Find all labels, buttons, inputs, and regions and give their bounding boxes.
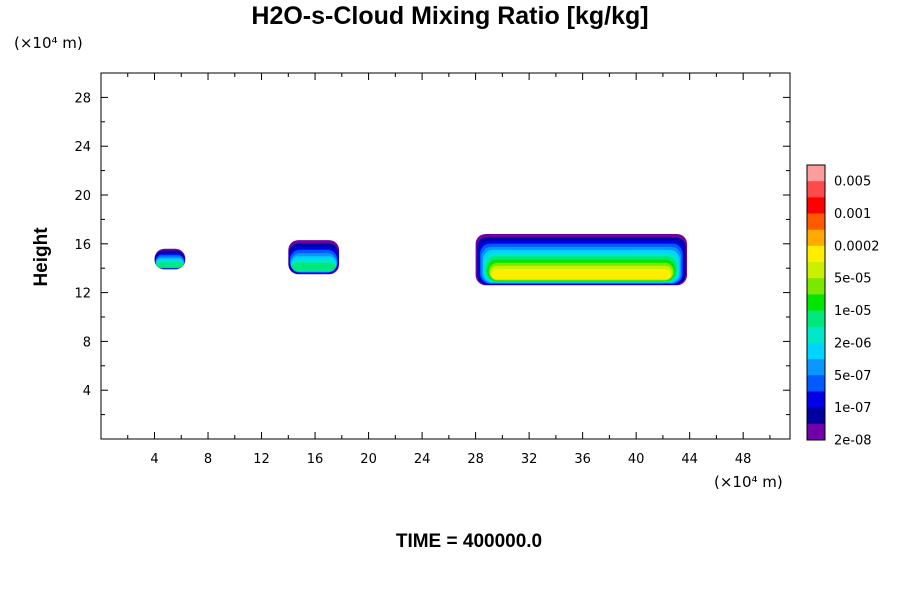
colorbar-swatch — [807, 423, 825, 441]
y-tick-label: 20 — [74, 189, 91, 204]
y-tick-label: 28 — [74, 91, 91, 106]
colorbar-label: 5e-05 — [834, 272, 872, 287]
colorbar-frame — [806, 164, 826, 441]
colorbar-label: 0.001 — [834, 207, 871, 222]
time-label: TIME = 400000.0 — [395, 531, 543, 552]
colorbar-swatch — [807, 229, 825, 247]
x-tick-label: 40 — [628, 452, 645, 467]
colorbar-swatch — [807, 375, 825, 392]
colorbar-swatch — [807, 213, 825, 231]
x-axis-unit: (×10⁴ m) — [714, 473, 783, 491]
cloud-region — [288, 240, 340, 275]
colorbar-swatch — [807, 181, 825, 198]
colorbar-label: 1e-05 — [834, 304, 872, 319]
y-tick-label: 8 — [83, 335, 91, 350]
colorbar-swatch — [807, 310, 825, 328]
x-tick-label: 32 — [521, 452, 538, 467]
colorbar-swatch — [807, 165, 825, 182]
colorbar-label: 2e-06 — [834, 336, 872, 351]
colorbar-swatch — [807, 245, 825, 263]
colorbar-swatch — [807, 262, 825, 279]
y-tick-label: 16 — [74, 238, 91, 253]
colorbar-swatch — [807, 326, 825, 344]
colorbar: 0.005 0.001 0.0002 5e-05 1e-05 2e-06 5e-07 1e-0… — [806, 164, 880, 449]
colorbar-swatch — [807, 294, 825, 311]
x-tick-label: 28 — [467, 452, 484, 467]
colorbar-swatch — [807, 407, 825, 425]
cloud-region — [475, 234, 687, 286]
x-tick-label: 8 — [204, 452, 212, 467]
colorbar-label: 0.0002 — [834, 239, 880, 254]
contour-band — [156, 262, 183, 268]
x-tick-label: 12 — [253, 452, 270, 467]
plot-frame — [100, 72, 791, 440]
colorbar-swatch — [807, 342, 825, 360]
colorbar-label: 0.005 — [834, 175, 871, 190]
colorbar-label: 1e-07 — [834, 401, 872, 416]
colorbar-label: 5e-07 — [834, 369, 872, 384]
x-tick-label: 16 — [307, 452, 324, 467]
y-tick-label: 4 — [83, 384, 91, 399]
y-tick-label: 24 — [74, 140, 91, 155]
contour-band — [491, 269, 671, 280]
x-tick-label: 36 — [574, 452, 591, 467]
contour-band — [292, 262, 336, 271]
x-tick-label: 24 — [414, 452, 431, 467]
chart-title: H2O-s-Cloud Mixing Ratio [kg/kg] — [251, 2, 649, 30]
colorbar-swatch — [807, 391, 825, 409]
colorbar-label: 2e-08 — [834, 434, 872, 449]
x-tick-label: 4 — [150, 452, 158, 467]
x-tick-label: 20 — [360, 452, 377, 467]
colorbar-swatch — [807, 359, 825, 376]
colorbar-swatch — [807, 278, 825, 295]
cloud-region — [154, 248, 186, 270]
x-tick-label: 44 — [681, 452, 698, 467]
y-tick-label: 12 — [74, 287, 91, 302]
colorbar-swatch — [807, 197, 825, 214]
y-axis-unit: (×10⁴ m) — [14, 34, 83, 52]
x-tick-label: 48 — [735, 452, 752, 467]
plot-area — [154, 234, 687, 286]
